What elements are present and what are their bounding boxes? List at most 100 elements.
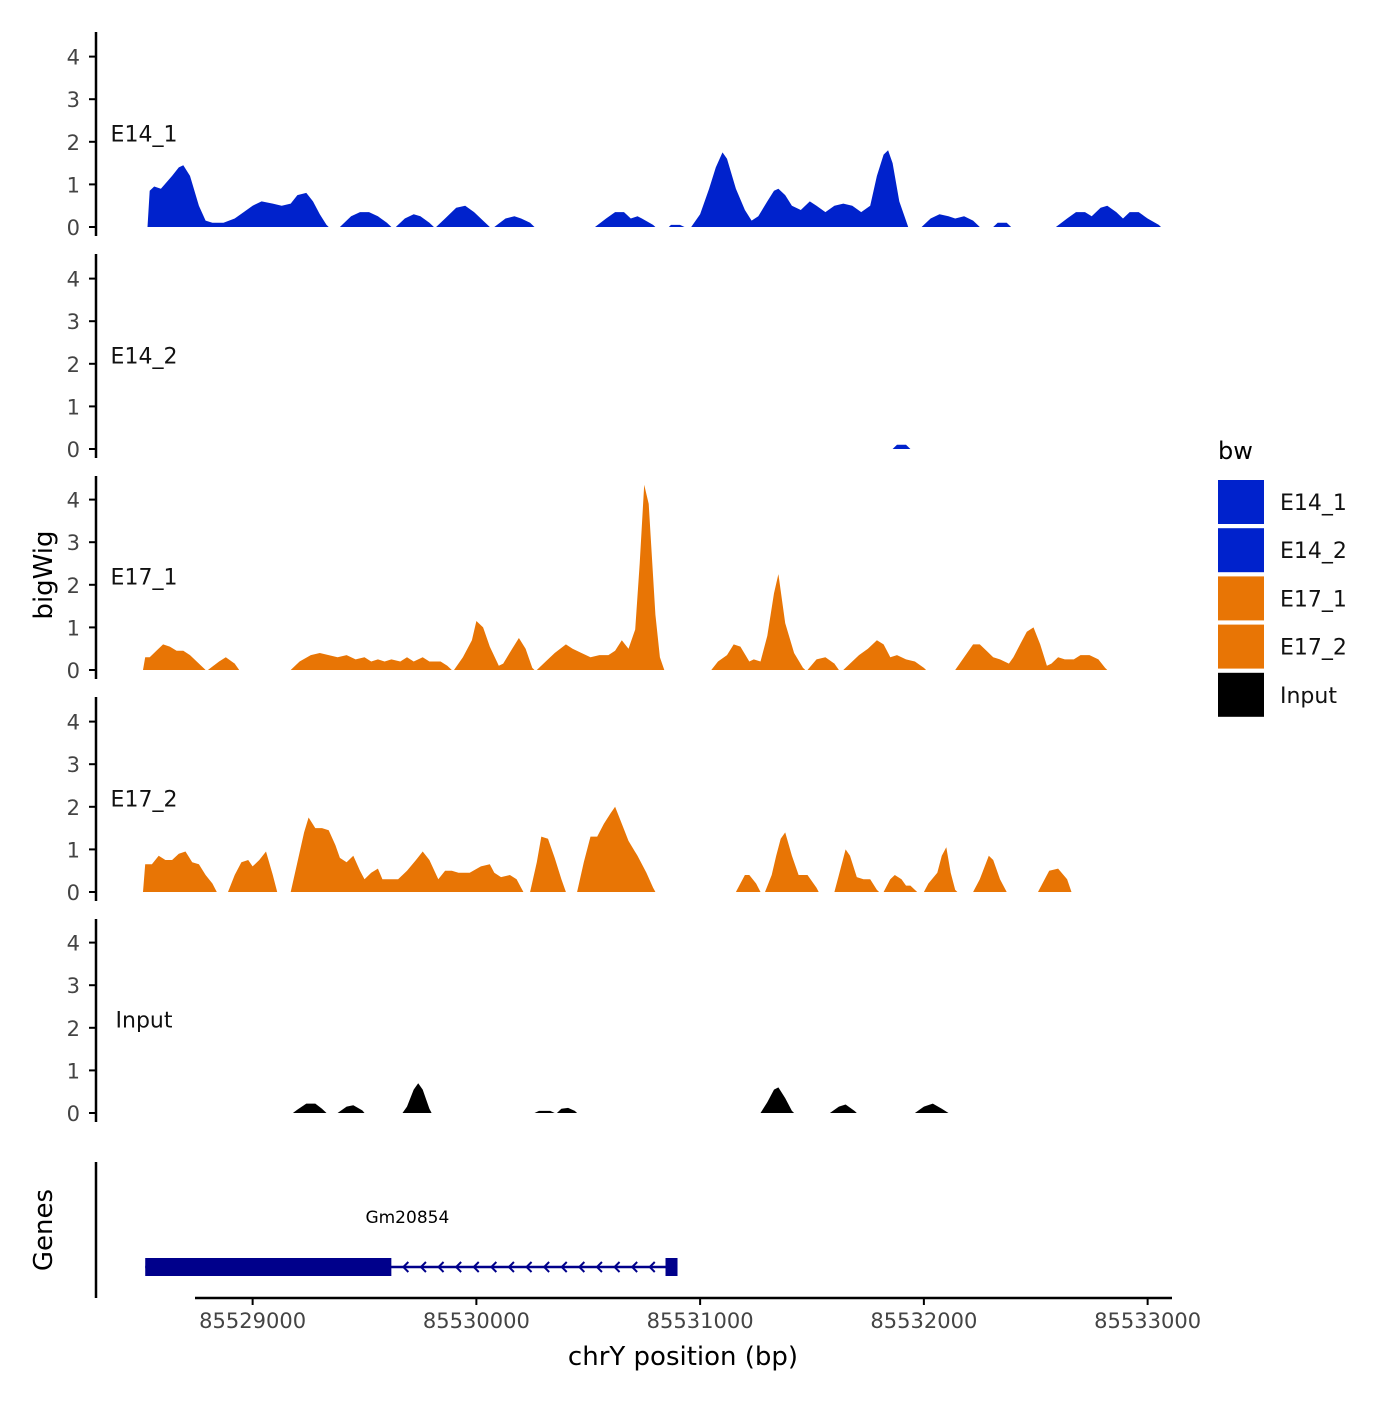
x-tick-label-1: 85530000 <box>423 1309 530 1333</box>
y-tick-label-Input-2: 2 <box>67 1017 80 1041</box>
y-tick-label-E17_1-4: 4 <box>67 489 80 513</box>
gene-name-label: Gm20854 <box>365 1208 449 1228</box>
track-E14_1: 0 1 2 3 4 E14_1 <box>67 32 1161 240</box>
area-Input-peak-4 <box>534 1110 555 1113</box>
y-tick-label-E17_2-1: 1 <box>67 838 80 862</box>
area-E14_1-peak-1 <box>147 165 329 227</box>
track-Input: 0 1 2 3 4 Input <box>67 919 949 1126</box>
area-E17_2-peak-6 <box>735 875 761 892</box>
gene-strand-arrow <box>630 1261 638 1273</box>
x-tick-label-2: 85531000 <box>647 1309 754 1333</box>
gene-strand-arrow <box>613 1261 621 1273</box>
legend-swatch-E17_2 <box>1218 624 1264 669</box>
area-E17_2-peak-2 <box>228 851 278 892</box>
y-tick-label-E14_2-2: 2 <box>67 353 80 377</box>
area-E17_2-peak-7 <box>765 832 819 892</box>
gene-strand-arrow <box>454 1261 462 1273</box>
legend-label-E17_2: E17_2 <box>1280 636 1347 661</box>
gene-Gm20854: Gm20854 <box>145 1208 678 1276</box>
x-tick-label-4: 85533000 <box>1094 1309 1201 1333</box>
track-label-E17_2: E17_2 <box>111 787 178 812</box>
y-tick-label-E17_1-3: 3 <box>67 531 80 555</box>
gene-strand-arrow <box>507 1261 515 1273</box>
area-E14_1-peak-8 <box>691 150 909 227</box>
track-label-E14_1: E14_1 <box>111 122 178 147</box>
y-tick-label-E17_2-4: 4 <box>67 711 80 735</box>
area-E14_1-peak-3 <box>395 214 434 227</box>
legend-swatch-Input <box>1218 672 1264 717</box>
gene-strand-arrow <box>525 1261 533 1273</box>
area-E17_1-peak-2 <box>207 657 240 670</box>
y-tick-label-E14_2-1: 1 <box>67 395 80 419</box>
area-E17_2-peak-9 <box>883 875 918 892</box>
legend-label-E14_1: E14_1 <box>1280 491 1347 516</box>
y-tick-label-E14_2-4: 4 <box>67 268 80 292</box>
track-E17_1: 0 1 2 3 4 E17_1 <box>67 476 1108 683</box>
gene-strand-arrow <box>595 1261 603 1273</box>
legend: bw E14_1 E14_2 E17_1 E17_2 Input <box>1218 437 1347 717</box>
gene-strand-arrow <box>437 1261 445 1273</box>
y-tick-label-E14_1-0: 0 <box>67 216 80 240</box>
gene-strand-arrow <box>472 1261 480 1273</box>
x-tick-label-0: 85529000 <box>199 1309 306 1333</box>
y-tick-label-E17_2-3: 3 <box>67 753 80 777</box>
area-E17_1-peak-5 <box>536 484 665 670</box>
area-Input-peak-3 <box>402 1083 432 1113</box>
y-tick-label-Input-1: 1 <box>67 1059 80 1083</box>
area-E14_1-peak-5 <box>494 216 535 227</box>
gene-exon-thick <box>145 1258 392 1276</box>
area-E17_1-peak-8 <box>843 640 927 670</box>
area-Input-peak-5 <box>556 1107 578 1113</box>
y-tick-label-Input-0: 0 <box>67 1102 80 1126</box>
area-E17_2-peak-8 <box>834 849 880 892</box>
y-tick-label-Input-4: 4 <box>67 932 80 956</box>
area-E17_2-peak-1 <box>143 851 217 892</box>
y-tick-label-E17_1-1: 1 <box>67 616 80 640</box>
area-Input-peak-8 <box>914 1103 949 1113</box>
area-E17_2-peak-5 <box>577 806 656 892</box>
y-tick-label-E14_1-2: 2 <box>67 131 80 155</box>
area-E14_1-peak-4 <box>436 205 490 227</box>
track-label-E14_2: E14_2 <box>111 344 178 369</box>
track-label-Input: Input <box>116 1008 173 1033</box>
genes-track: Genes Gm20854 <box>29 1162 678 1298</box>
track-label-E17_1: E17_1 <box>111 565 178 590</box>
y-tick-label-E14_1-1: 1 <box>67 173 80 197</box>
legend-label-E17_1: E17_1 <box>1280 587 1347 612</box>
legend-title: bw <box>1218 437 1253 465</box>
legend-label-E14_2: E14_2 <box>1280 539 1347 564</box>
y-tick-label-E14_1-4: 4 <box>67 46 80 70</box>
gene-strand-arrow <box>401 1261 410 1273</box>
area-E14_1-peak-10 <box>993 222 1012 227</box>
y-tick-label-E17_1-0: 0 <box>67 659 80 683</box>
track-E17_2: 0 1 2 3 4 E17_2 <box>67 697 1072 905</box>
genes-track-label: Genes <box>29 1189 59 1271</box>
gene-strand-arrow <box>560 1261 568 1273</box>
gene-strand-arrow <box>489 1261 498 1273</box>
legend-label-Input: Input <box>1280 684 1337 709</box>
track-E14_2: 0 1 2 3 4 E14_2 <box>67 254 911 462</box>
area-Input-peak-2 <box>337 1105 365 1113</box>
area-Input-peak-1 <box>292 1103 327 1113</box>
gene-strand-arrow <box>542 1261 550 1273</box>
area-E14_2-peak-1 <box>892 444 911 449</box>
legend-swatch-E14_2 <box>1218 528 1264 573</box>
tracks-layer: 0 1 2 3 4 E14_1 0 1 2 3 4 E14_2 0 1 2 3 4 E17_1 0 1 2 3 4 E17_2… <box>67 32 1161 1126</box>
x-axis: 85529000 85530000 85531000 85532000 85533000 <box>195 1296 1201 1333</box>
y-tick-label-E17_2-0: 0 <box>67 881 80 905</box>
area-E17_2-peak-12 <box>1038 868 1072 892</box>
area-E17_1-peak-1 <box>143 644 206 670</box>
x-axis-title: chrY position (bp) <box>568 1342 798 1372</box>
gene-strand-arrow <box>419 1261 427 1273</box>
area-E17_1-peak-9 <box>955 627 1108 670</box>
y-tick-label-E14_2-0: 0 <box>67 438 80 462</box>
area-E14_1-peak-7 <box>668 224 685 227</box>
area-E17_2-peak-10 <box>923 847 958 892</box>
gene-exon-end <box>665 1258 678 1276</box>
area-E17_1-peak-7 <box>807 657 839 670</box>
area-E14_1-peak-9 <box>921 214 980 227</box>
area-E17_2-peak-3 <box>290 817 524 892</box>
gene-strand-arrow <box>648 1261 656 1273</box>
area-E14_1-peak-2 <box>339 212 392 227</box>
